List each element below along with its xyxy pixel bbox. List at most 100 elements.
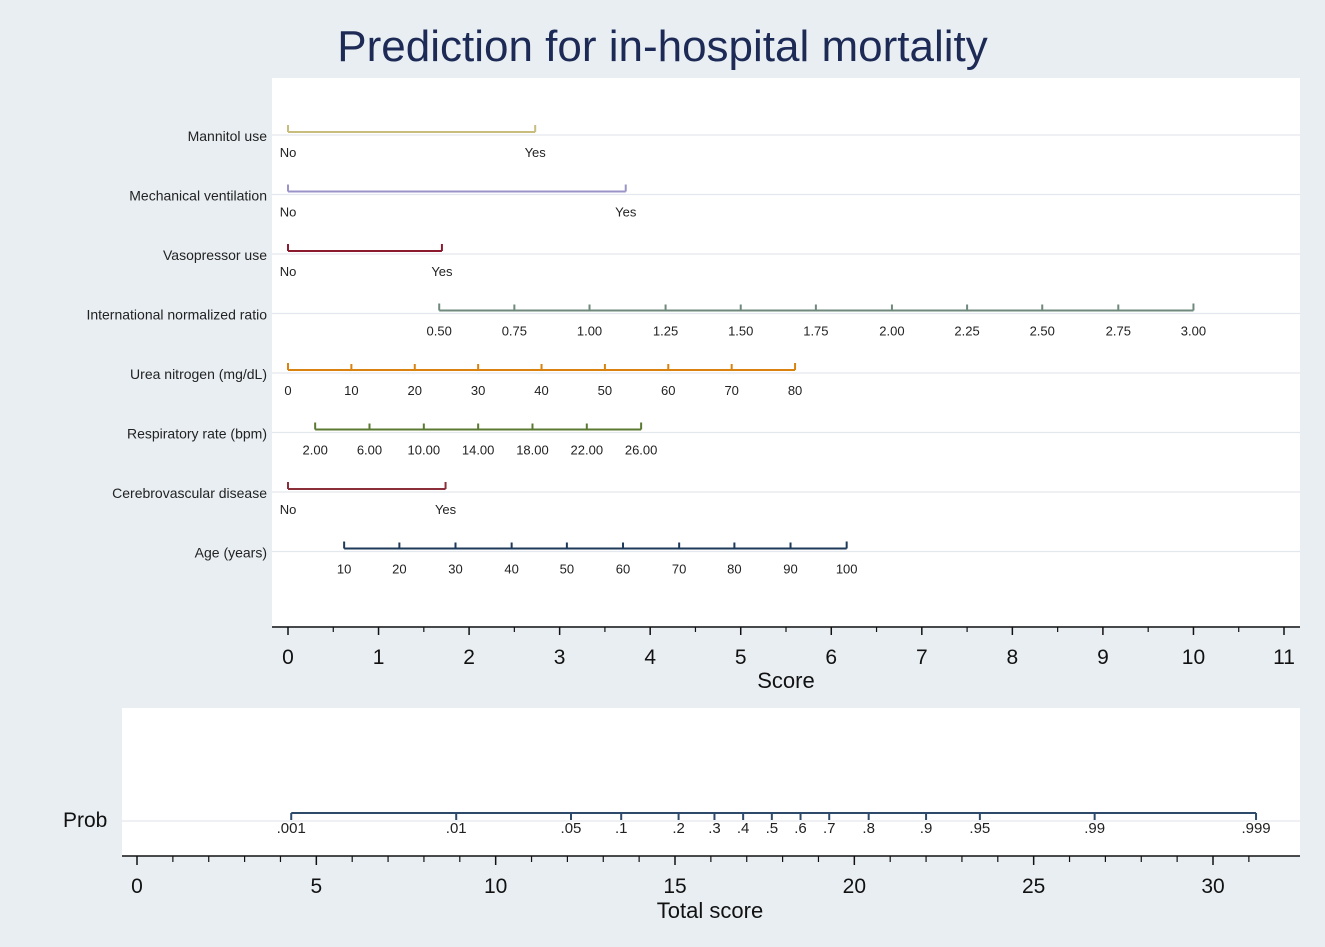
total-axis-title: Total score xyxy=(657,898,763,923)
score-axis-tick-label: 5 xyxy=(735,646,747,669)
predictor-tick-label: 0.50 xyxy=(427,324,452,339)
score-axis-tick-label: 4 xyxy=(644,646,656,669)
score-axis-tick-label: 9 xyxy=(1097,646,1109,669)
predictor-label: Age (years) xyxy=(195,545,267,561)
predictor-tick-label: Yes xyxy=(615,205,637,220)
predictor-label: Vasopressor use xyxy=(163,247,267,263)
predictor-tick-label: 60 xyxy=(616,562,630,577)
score-axis-tick-label: 11 xyxy=(1273,646,1295,669)
total-axis-tick-label: 5 xyxy=(310,875,322,898)
predictor-label: Cerebrovascular disease xyxy=(112,485,267,501)
prob-tick-label: .4 xyxy=(737,820,750,837)
score-axis-tick-label: 3 xyxy=(554,646,566,669)
predictor-tick-label: 2.00 xyxy=(879,324,904,339)
prob-tick-label: .5 xyxy=(766,820,779,837)
score-axis-tick-label: 6 xyxy=(825,646,837,669)
predictor-label: International normalized ratio xyxy=(86,307,267,323)
total-axis-tick-label: 25 xyxy=(1022,875,1045,898)
predictor-tick-label: 100 xyxy=(836,562,858,577)
predictor-tick-label: Yes xyxy=(525,145,547,160)
predictor-tick-label: 70 xyxy=(672,562,686,577)
prob-tick-label: .05 xyxy=(561,820,582,837)
predictor-tick-label: 70 xyxy=(724,383,738,398)
prob-tick-label: .2 xyxy=(672,820,685,837)
predictor-tick-label: 1.25 xyxy=(653,324,678,339)
predictor-label: Urea nitrogen (mg/dL) xyxy=(130,366,267,382)
score-axis-tick-label: 0 xyxy=(282,646,294,669)
total-axis-tick-label: 20 xyxy=(843,875,866,898)
predictor-tick-label: 50 xyxy=(560,562,574,577)
predictor-tick-label: 30 xyxy=(471,383,485,398)
chart-title: Prediction for in-hospital mortality xyxy=(337,22,988,71)
score-axis-tick-label: 7 xyxy=(916,646,928,669)
predictor-label: Mechanical ventilation xyxy=(129,188,267,204)
predictor-tick-label: 3.00 xyxy=(1181,324,1206,339)
predictor-tick-label: 0.75 xyxy=(502,324,527,339)
predictor-tick-label: No xyxy=(280,502,297,517)
predictor-tick-label: 1.75 xyxy=(803,324,828,339)
predictor-tick-label: 10 xyxy=(344,383,358,398)
prob-tick-label: .001 xyxy=(277,820,306,837)
prob-tick-label: .6 xyxy=(794,820,807,837)
prob-tick-label: .7 xyxy=(823,820,836,837)
prob-tick-label: .1 xyxy=(615,820,628,837)
score-axis-tick-label: 8 xyxy=(1007,646,1019,669)
predictor-tick-label: 10.00 xyxy=(408,443,441,458)
predictor-tick-label: 2.25 xyxy=(954,324,979,339)
predictor-tick-label: 26.00 xyxy=(625,443,658,458)
predictor-label: Respiratory rate (bpm) xyxy=(127,426,267,442)
predictor-mechanical-ventilation: Mechanical ventilation No Yes xyxy=(129,184,637,220)
predictor-tick-label: Yes xyxy=(431,264,453,279)
predictor-tick-label: 2.75 xyxy=(1106,324,1131,339)
predictor-tick-label: 30 xyxy=(448,562,462,577)
predictor-respiratory-rate-bpm: Respiratory rate (bpm) 2.00 6.00 10.00 14.00… xyxy=(127,422,658,458)
predictor-label: Mannitol use xyxy=(188,128,268,144)
predictor-tick-label: 6.00 xyxy=(357,443,382,458)
predictor-mannitol-use: Mannitol use No Yes xyxy=(188,125,547,160)
predictor-tick-label: 60 xyxy=(661,383,675,398)
predictor-tick-label: 22.00 xyxy=(571,443,604,458)
prob-tick-label: .01 xyxy=(446,820,467,837)
predictor-tick-label: 2.00 xyxy=(303,443,328,458)
prob-tick-label: .3 xyxy=(708,820,721,837)
prob-tick-label: .95 xyxy=(969,820,990,837)
lower-plot-area xyxy=(122,708,1300,856)
predictor-international-normalized-ratio: International normalized ratio 0.50 0.75 1.… xyxy=(86,303,1206,339)
predictor-tick-label: Yes xyxy=(435,502,457,517)
predictor-tick-label: No xyxy=(280,205,297,220)
total-axis-tick-label: 0 xyxy=(131,875,143,898)
predictor-tick-label: 80 xyxy=(788,383,802,398)
predictor-tick-label: 80 xyxy=(727,562,741,577)
predictor-tick-label: 1.00 xyxy=(577,324,602,339)
predictor-tick-label: 40 xyxy=(534,383,548,398)
predictor-cerebrovascular-disease: Cerebrovascular disease No Yes xyxy=(112,482,457,517)
score-axis-tick-label: 10 xyxy=(1182,646,1205,669)
predictor-tick-label: 1.50 xyxy=(728,324,753,339)
prob-label: Prob xyxy=(63,809,107,832)
predictor-tick-label: 20 xyxy=(392,562,406,577)
prob-tick-label: .9 xyxy=(920,820,933,837)
predictor-tick-label: No xyxy=(280,264,297,279)
predictor-tick-label: 20 xyxy=(408,383,422,398)
predictor-tick-label: 14.00 xyxy=(462,443,495,458)
predictor-tick-label: 40 xyxy=(504,562,518,577)
score-axis-tick-label: 1 xyxy=(373,646,385,669)
predictor-urea-nitrogen-mg-dl: Urea nitrogen (mg/dL) 0 10 20 30 40 50 60 70 80 xyxy=(130,363,802,398)
predictor-tick-label: 50 xyxy=(598,383,612,398)
prob-tick-label: .99 xyxy=(1084,820,1105,837)
predictor-vasopressor-use: Vasopressor use No Yes xyxy=(163,244,453,279)
predictor-tick-label: 90 xyxy=(783,562,797,577)
upper-plot-area xyxy=(272,78,1300,626)
predictor-age-years: Age (years) 10 20 30 40 50 60 70 80 90 100 xyxy=(195,541,858,577)
prob-tick-label: .8 xyxy=(862,820,875,837)
prob-tick-label: .999 xyxy=(1241,820,1270,837)
predictor-tick-label: No xyxy=(280,145,297,160)
total-axis-tick-label: 10 xyxy=(484,875,507,898)
predictor-tick-label: 10 xyxy=(337,562,351,577)
total-axis-tick-label: 15 xyxy=(663,875,686,898)
predictor-tick-label: 0 xyxy=(284,383,291,398)
score-axis-tick-label: 2 xyxy=(463,646,475,669)
total-axis-tick-label: 30 xyxy=(1201,875,1224,898)
predictor-tick-label: 18.00 xyxy=(516,443,549,458)
